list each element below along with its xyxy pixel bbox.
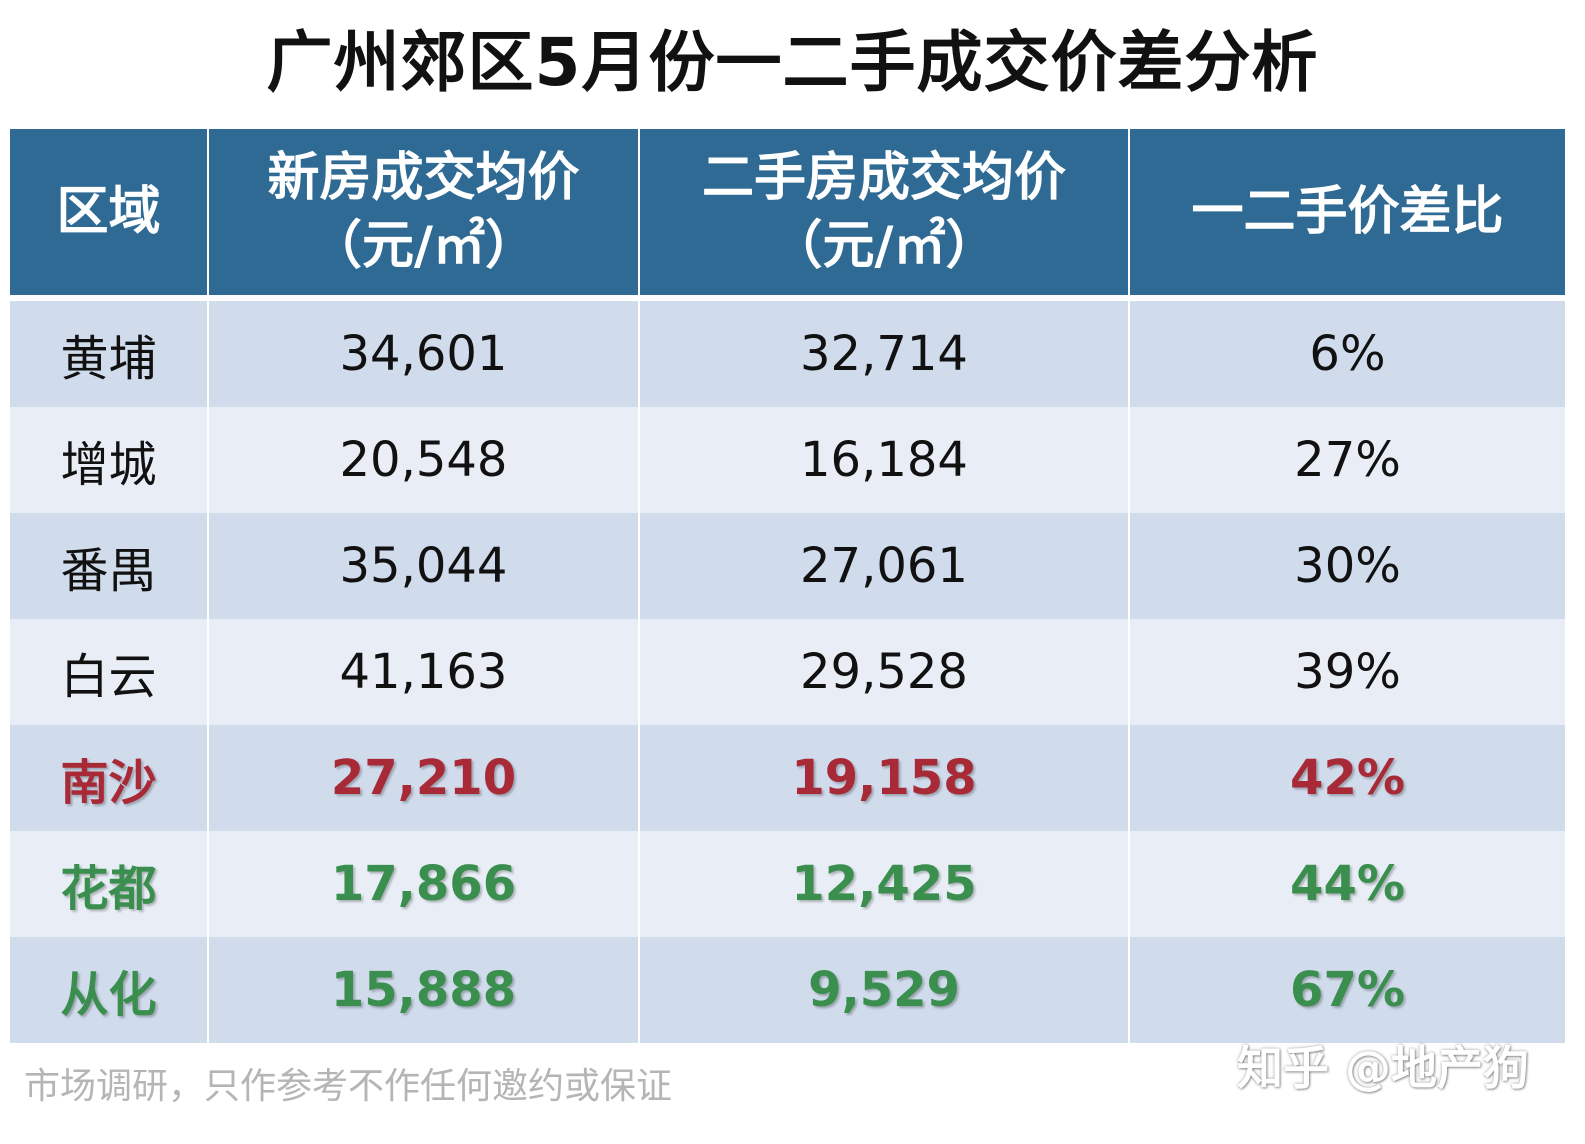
table-row: 增城 20,548 16,184 27% (10, 407, 1565, 513)
district-cell: 白云 (10, 619, 209, 725)
header-new-price-unit: （元/㎡） (310, 216, 537, 276)
new-price-cell: 20,548 (209, 407, 640, 513)
header-second-price-unit: （元/㎡） (770, 216, 998, 276)
table-body: 黄埔 34,601 32,714 6% 增城 20,548 16,184 27% 番禺 35,04… (10, 301, 1565, 1043)
price-diff-cell: 42% (1290, 750, 1405, 806)
price-table: 区域 新房成交均价 （元/㎡） 二手房成交均价 （元/㎡） 一二手价差比 黄埔 3… (10, 129, 1565, 1043)
district-cell: 花都 (10, 831, 209, 937)
price-diff-cell: 6% (1309, 326, 1386, 382)
header-district-label: 区域 (56, 182, 161, 242)
footer-disclaimer: 市场调研，只作参考不作任何邀约或保证 (24, 1066, 673, 1107)
new-price-cell: 27,210 (209, 725, 640, 831)
second-price-cell: 9,529 (640, 937, 1130, 1043)
price-diff-cell: 27% (1294, 432, 1401, 488)
second-price-cell: 32,714 (640, 301, 1130, 407)
header-new-price: 新房成交均价 （元/㎡） (209, 129, 640, 295)
price-diff-cell: 39% (1294, 644, 1401, 700)
table-row: 从化 15,888 9,529 67% (10, 937, 1565, 1043)
new-price-cell: 41,163 (209, 619, 640, 725)
header-district: 区域 (10, 129, 209, 295)
header-second-price: 二手房成交均价 （元/㎡） (640, 129, 1130, 295)
price-diff-cell: 44% (1290, 856, 1405, 912)
district-cell: 增城 (10, 407, 209, 513)
new-price-cell: 15,888 (209, 937, 640, 1043)
table-row: 花都 17,866 12,425 44% (10, 831, 1565, 937)
table-header-row: 区域 新房成交均价 （元/㎡） 二手房成交均价 （元/㎡） 一二手价差比 (10, 129, 1565, 301)
table-row: 白云 41,163 29,528 39% (10, 619, 1565, 725)
watermark: 知乎 @地产狗 (1236, 1041, 1529, 1095)
header-second-price-label: 二手房成交均价 (701, 148, 1066, 208)
header-new-price-label: 新房成交均价 (267, 148, 580, 208)
new-price-cell: 35,044 (209, 513, 640, 619)
header-price-diff-label: 一二手价差比 (1191, 182, 1504, 242)
page-title: 广州郊区5月份一二手成交价差分析 (266, 24, 1319, 101)
new-price-cell: 17,866 (209, 831, 640, 937)
table-row: 南沙 27,210 19,158 42% (10, 725, 1565, 831)
header-price-diff: 一二手价差比 (1130, 129, 1565, 295)
district-cell: 从化 (10, 937, 209, 1043)
second-price-cell: 27,061 (640, 513, 1130, 619)
table-row: 番禺 35,044 27,061 30% (10, 513, 1565, 619)
new-price-cell: 34,601 (209, 301, 640, 407)
district-cell: 黄埔 (10, 301, 209, 407)
second-price-cell: 29,528 (640, 619, 1130, 725)
district-cell: 南沙 (10, 725, 209, 831)
table-row: 黄埔 34,601 32,714 6% (10, 301, 1565, 407)
second-price-cell: 12,425 (640, 831, 1130, 937)
price-diff-cell: 67% (1290, 962, 1405, 1018)
price-diff-cell: 30% (1294, 538, 1401, 594)
second-price-cell: 16,184 (640, 407, 1130, 513)
second-price-cell: 19,158 (640, 725, 1130, 831)
district-cell: 番禺 (10, 513, 209, 619)
